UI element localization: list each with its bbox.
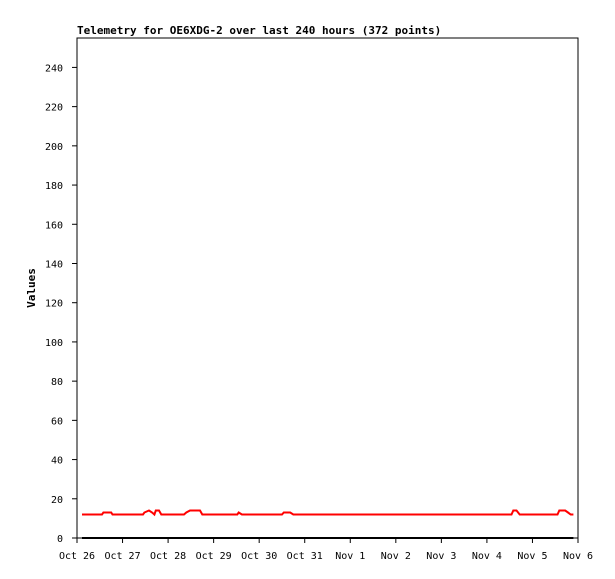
y-tick-label: 140: [45, 259, 63, 270]
y-tick-label: 180: [45, 181, 63, 192]
y-axis-label: Values: [25, 268, 38, 308]
x-tick-label: Oct 30: [241, 551, 277, 562]
y-tick-label: 100: [45, 338, 63, 349]
x-tick-label: Nov 3: [426, 551, 456, 562]
chart-title: Telemetry for OE6XDG-2 over last 240 hou…: [77, 24, 441, 37]
y-tick-label: 120: [45, 299, 63, 310]
y-axis: 0 20 40 60 80 100 120 140 160 180 200 220 240: [45, 63, 77, 545]
y-tick-label: 200: [45, 142, 63, 153]
x-axis: Oct 26 Oct 27 Oct 28 Oct 29 Oct 30 Oct 31 Nov …: [59, 538, 593, 562]
y-tick-label: 60: [51, 416, 63, 427]
x-tick-label: Nov 4: [472, 551, 502, 562]
x-tick-label: Oct 29: [196, 551, 232, 562]
x-tick-label: Oct 28: [150, 551, 186, 562]
x-tick-label: Nov 5: [517, 551, 547, 562]
y-tick-label: 160: [45, 220, 63, 231]
x-tick-label: Nov 6: [563, 551, 593, 562]
y-tick-label: 40: [51, 456, 63, 467]
y-tick-label: 80: [51, 377, 63, 388]
x-tick-label: Oct 31: [287, 551, 323, 562]
series-group: [82, 509, 574, 539]
x-tick-label: Nov 2: [381, 551, 411, 562]
x-tick-label: Nov 1: [335, 551, 365, 562]
series-line-1: [82, 509, 574, 517]
plot-area: [76, 37, 579, 539]
y-tick-label: 20: [51, 495, 63, 506]
y-tick-label: 0: [57, 534, 63, 545]
y-tick-label: 240: [45, 63, 63, 74]
x-tick-label: Oct 26: [59, 551, 95, 562]
y-tick-label: 220: [45, 103, 63, 114]
x-tick-label: Oct 27: [104, 551, 140, 562]
